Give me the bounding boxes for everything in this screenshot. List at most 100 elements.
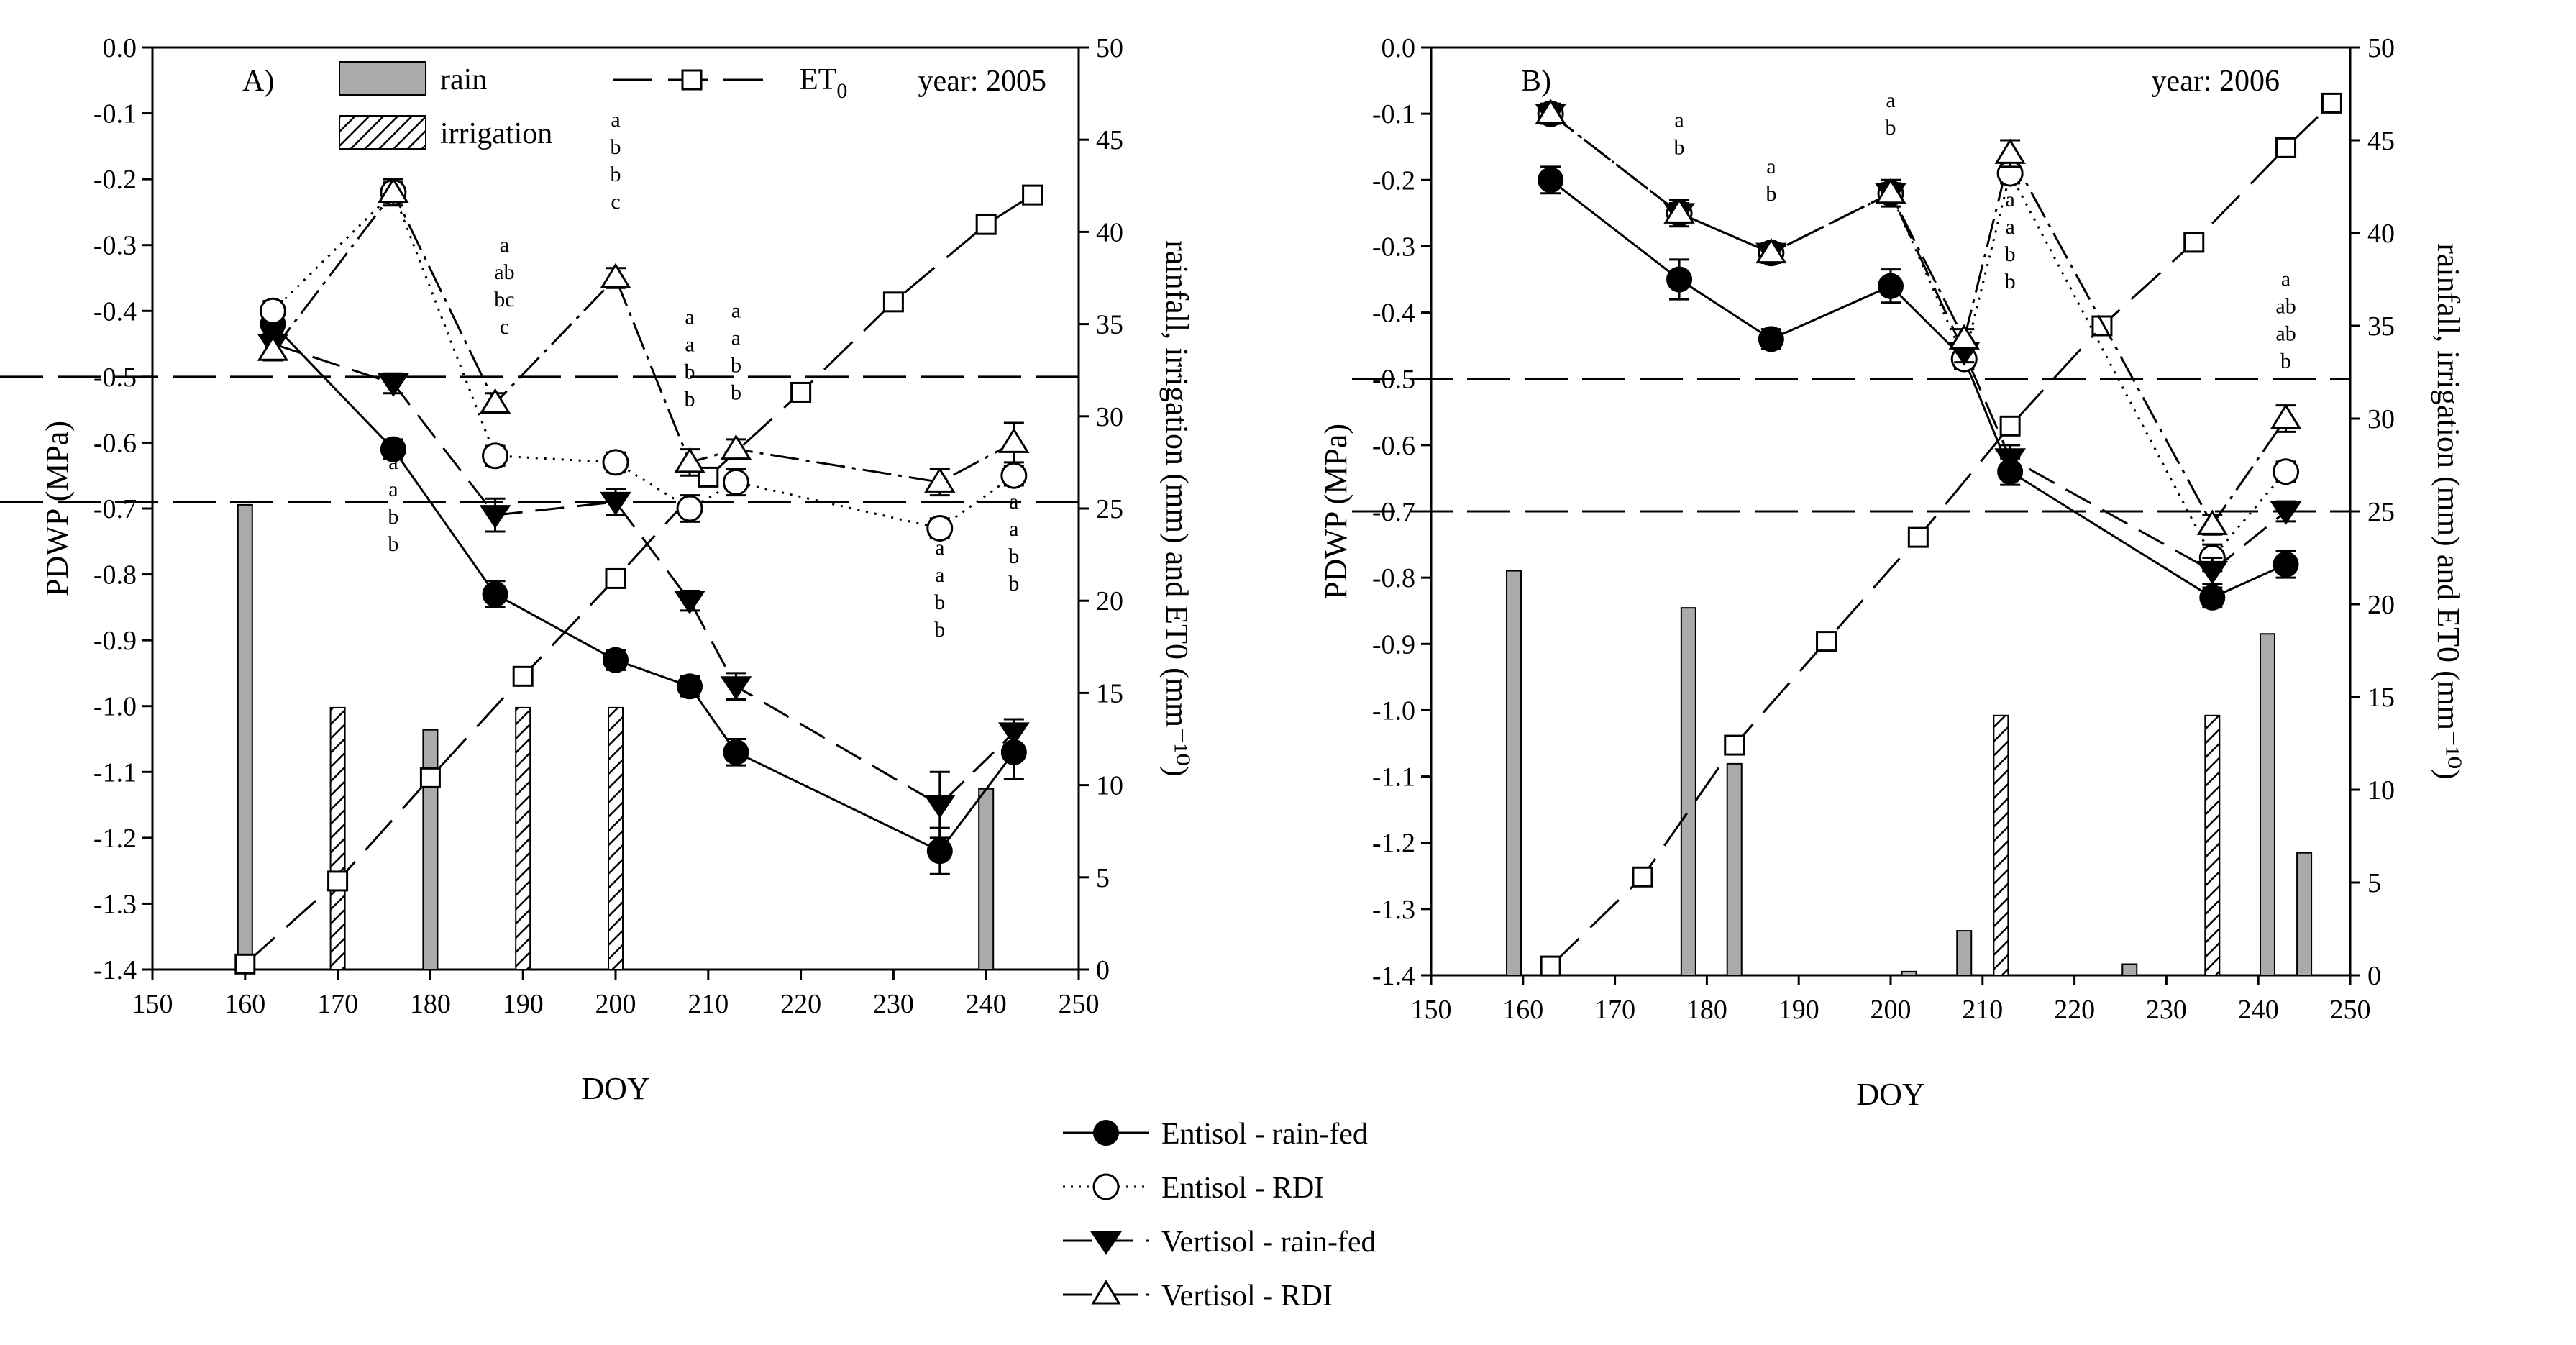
point-entisol-rainfed — [677, 673, 703, 700]
significance-letter: a — [500, 233, 509, 257]
panel-a-chart: 150 160 170 180 190 200 210 220 230 240 2500.0-0.1… — [0, 33, 1195, 1106]
y-tick-label: -0.7 — [93, 494, 137, 524]
point-vertisol-rainfed — [1994, 448, 2027, 473]
y2-tick-label: 50 — [1096, 33, 1123, 63]
y2-tick-label: 50 — [2367, 33, 2395, 63]
et0-point — [1632, 866, 1653, 888]
y-tick-label: -0.1 — [1372, 99, 1415, 129]
rain-bar — [1901, 970, 1917, 976]
y-tick-label: -1.4 — [93, 955, 137, 985]
point-entisol-rainfed — [2273, 551, 2299, 578]
legend-marker-filled-circle — [1093, 1120, 1119, 1146]
y2-axis-label: rainfall, irrigation (mm) and ET0 (mm⁻¹⁰… — [2431, 243, 2466, 780]
x-tick-label: 180 — [410, 989, 451, 1019]
y-tick-label: -0.6 — [93, 428, 137, 458]
legend-swatch-irrigation — [339, 115, 426, 150]
significance-letter: b — [2005, 270, 2016, 293]
x-tick-label: 170 — [317, 989, 358, 1019]
y-tick-label: -1.4 — [1372, 961, 1415, 991]
significance-letter: a — [685, 333, 694, 357]
legend-label-et0: ET0 — [800, 63, 847, 103]
rain-bar — [2259, 633, 2275, 977]
point-entisol-rainfed — [380, 436, 406, 462]
significance-letter: a — [1009, 490, 1018, 514]
significance-letter: b — [2280, 350, 2291, 373]
significance-letter: b — [1008, 572, 1019, 596]
legend-swatch-rain — [339, 61, 426, 96]
irrigation-bar — [329, 706, 346, 970]
x-tick-label: 230 — [2146, 995, 2187, 1025]
point-vertisol-rdi — [1875, 178, 1906, 204]
point-vertisol-rainfed — [378, 373, 409, 397]
legend-entry-entisol-rdi: Entisol - RDI — [1063, 1172, 1324, 1205]
significance-letter: b — [1886, 116, 1896, 140]
y-tick-label: -0.9 — [1372, 629, 1415, 660]
significance-letter: a — [1886, 88, 1895, 112]
panel-label: A) — [242, 65, 274, 98]
y2-tick-label: 40 — [1096, 217, 1123, 247]
significance-letter: b — [1008, 544, 1019, 568]
panel-label: B) — [1521, 65, 1551, 98]
legend-entry-vertisol-rainfed: Vertisol - rain-fed — [1063, 1226, 1376, 1259]
legend-label: Entisol - RDI — [1161, 1172, 1324, 1205]
point-vertisol-rainfed — [720, 676, 752, 701]
x-axis-label: DOY — [1856, 1077, 1924, 1112]
et0-point — [605, 567, 626, 589]
y-tick-label: -0.5 — [1372, 365, 1415, 395]
y-tick-label: -1.2 — [93, 824, 137, 854]
legend-label: Vertisol - rain-fed — [1161, 1226, 1376, 1259]
legend-marker-open-triangle-up — [1091, 1280, 1121, 1305]
y2-tick-label: 45 — [1096, 125, 1123, 155]
significance-letter: a — [935, 536, 944, 560]
significance-letter: a — [1674, 109, 1684, 132]
point-entisol-rdi — [602, 449, 629, 476]
significance-letter: a — [1009, 517, 1018, 541]
y-tick-label: -1.0 — [1372, 696, 1415, 726]
point-entisol-rdi — [722, 468, 749, 496]
y2-tick-label: 10 — [1096, 771, 1123, 801]
series-line-entisol-rainfed — [1550, 179, 2287, 599]
rain-bar — [978, 788, 995, 971]
point-vertisol-rdi — [2270, 404, 2302, 429]
et0-point — [419, 767, 441, 788]
legend-label-rain: rain — [440, 63, 487, 96]
series-line-vertisol-rdi — [1550, 112, 2287, 527]
x-tick-label: 200 — [595, 989, 636, 1019]
significance-letter: bc — [494, 288, 514, 311]
x-tick-label: 220 — [2054, 995, 2095, 1025]
y-tick-label: -0.7 — [1372, 497, 1415, 527]
significance-letter: a — [2005, 215, 2014, 239]
y-tick-label: -0.2 — [1372, 165, 1415, 196]
y-tick-label: -1.3 — [93, 889, 137, 919]
et0-point — [882, 291, 904, 313]
point-vertisol-rdi — [720, 434, 752, 460]
point-entisol-rainfed — [603, 647, 629, 673]
y-tick-label: -1.1 — [93, 757, 137, 788]
y-tick-label: 0.0 — [1381, 33, 1416, 63]
x-tick-label: 220 — [780, 989, 821, 1019]
x-tick-label: 240 — [966, 989, 1007, 1019]
point-entisol-rdi — [1000, 462, 1028, 489]
series-line-vertisol-rainfed — [272, 342, 1015, 806]
significance-letter: b — [2005, 242, 2016, 266]
y-tick-label: -0.3 — [93, 231, 137, 261]
significance-letter: b — [731, 353, 741, 377]
et0-point — [2275, 137, 2297, 158]
x-tick-label: 160 — [1502, 995, 1543, 1025]
point-vertisol-rainfed — [2196, 560, 2229, 585]
y2-axis-label: rainfall, irrigation (mm) and ET0 (mm⁻¹⁰… — [1159, 240, 1195, 777]
year-label: year: 2006 — [2152, 65, 2280, 98]
et0-point — [1999, 415, 2021, 437]
significance-letter: ab — [2275, 295, 2296, 319]
series-line-entisol-rdi — [272, 190, 1015, 530]
y-tick-label: -0.8 — [1372, 563, 1415, 593]
point-vertisol-rainfed — [923, 795, 956, 819]
x-tick-label: 210 — [688, 989, 729, 1019]
x-tick-label: 250 — [1059, 989, 1100, 1019]
significance-letter: b — [611, 163, 621, 186]
significance-letter: c — [500, 315, 509, 339]
x-tick-label: 150 — [1411, 995, 1452, 1025]
y-tick-label: -0.4 — [93, 296, 137, 327]
et0-point — [1540, 955, 1561, 977]
